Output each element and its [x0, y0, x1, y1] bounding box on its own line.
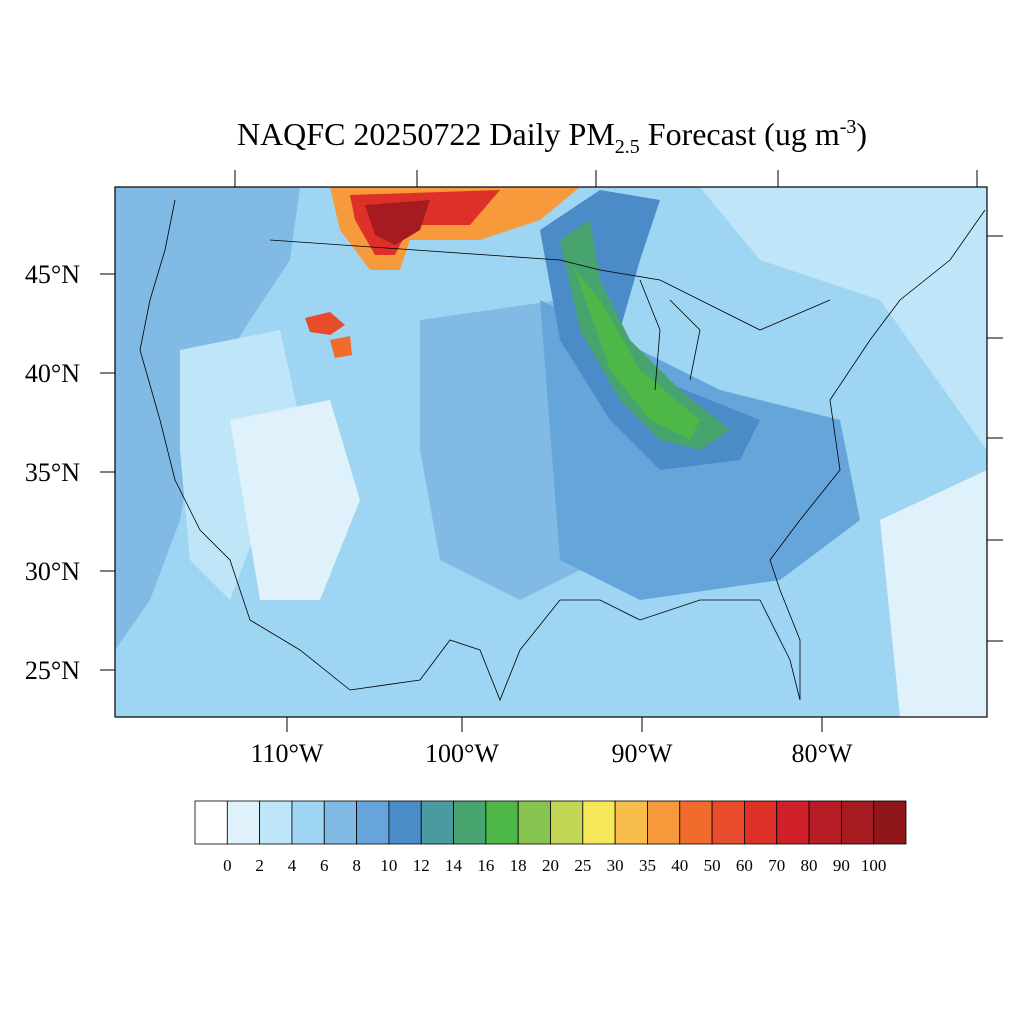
lat-label: 30°N: [25, 557, 80, 586]
colorbar-label: 10: [380, 856, 397, 875]
colorbar-box: [840, 800, 875, 845]
lon-label: 90°W: [612, 739, 673, 768]
colorbar-label: 8: [352, 856, 361, 875]
lon-label: 110°W: [251, 739, 324, 768]
lon-label: 80°W: [792, 739, 853, 768]
colorbar-box: [550, 800, 584, 845]
colorbar-box: [291, 800, 325, 845]
colorbar-box: [873, 800, 907, 845]
colorbar-label: 0: [223, 856, 232, 875]
title-main: NAQFC 20250722 Daily PM: [237, 116, 615, 152]
coastlines: [139, 199, 986, 702]
colorbar-label: 16: [477, 856, 494, 875]
map-field: [115, 187, 987, 717]
colorbar-box: [420, 800, 454, 845]
colorbar-label: 12: [413, 856, 430, 875]
map-frame: [114, 186, 988, 718]
colorbar-box: [808, 800, 842, 845]
map-ticks: [100, 170, 1003, 732]
colorbar-box: [711, 800, 745, 845]
colorbar-box: [582, 800, 616, 845]
colorbar-box: [647, 800, 681, 845]
colorbar-label: 25: [574, 856, 591, 875]
colorbar-label: 30: [607, 856, 624, 875]
colorbar-box: [226, 800, 261, 845]
title-sup: -3: [840, 116, 857, 138]
colorbar-label: 60: [736, 856, 753, 875]
colorbar-box: [453, 800, 487, 845]
colorbar-label: 18: [510, 856, 527, 875]
colorbar-label: 6: [320, 856, 329, 875]
colorbar-label: 50: [704, 856, 721, 875]
colorbar-label: 40: [671, 856, 688, 875]
colorbar-label: 4: [288, 856, 297, 875]
title-mid: Forecast (ug m: [640, 116, 840, 152]
title: NAQFC 20250722 Daily PM2.5 Forecast (ug …: [237, 116, 867, 158]
colorbar-label: 14: [445, 856, 463, 875]
lat-label: 35°N: [25, 458, 80, 487]
colorbar-box: [776, 800, 810, 845]
colorbar-box: [485, 800, 519, 845]
colorbar-label: 35: [639, 856, 656, 875]
title-sub: 2.5: [615, 136, 640, 158]
colorbar-box: [259, 800, 293, 845]
colorbar-box: [614, 800, 648, 845]
colorbar-label: 80: [801, 856, 818, 875]
colorbar-label: 20: [542, 856, 559, 875]
colorbar-label: 70: [768, 856, 785, 875]
lon-label: 100°W: [425, 739, 499, 768]
lat-label: 45°N: [25, 260, 80, 289]
colorbar-box: [356, 800, 390, 845]
colorbar-label: 90: [833, 856, 850, 875]
colorbar-box: [388, 800, 422, 845]
colorbar-box: [194, 800, 228, 845]
colorbar-box: [744, 800, 778, 845]
lat-label: 25°N: [25, 656, 80, 685]
colorbar-box: [323, 800, 357, 845]
colorbar-label: 100: [861, 856, 887, 875]
colorbar-box: [517, 800, 551, 845]
colorbar-box: [679, 800, 713, 845]
lat-label: 40°N: [25, 359, 80, 388]
title-end: ): [856, 116, 867, 152]
colorbar-label: 2: [255, 856, 264, 875]
